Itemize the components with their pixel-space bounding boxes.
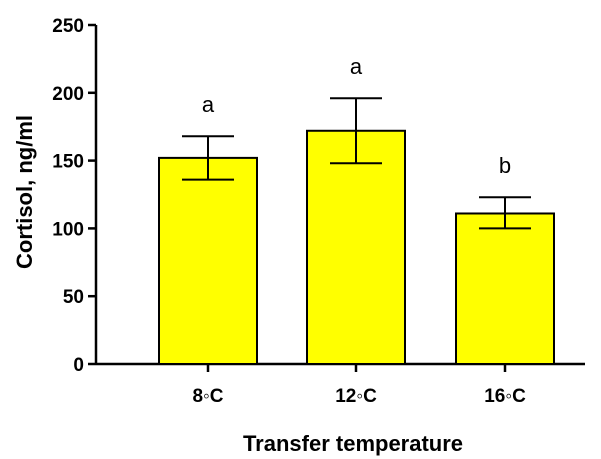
y-tick-label: 250 xyxy=(52,16,84,37)
y-tick-label: 50 xyxy=(63,287,84,308)
y-tick-label: 150 xyxy=(52,152,84,173)
error-bars xyxy=(182,97,531,230)
x-tick-label: 8◦C xyxy=(192,386,223,407)
y-tick-label: 0 xyxy=(73,355,84,376)
y-axis-title: Cortisol, ng/ml xyxy=(12,115,37,269)
y-tick-label: 100 xyxy=(52,219,84,240)
significance-label: a xyxy=(350,54,363,79)
error-bar xyxy=(330,97,382,165)
y-tick-label: 200 xyxy=(52,84,84,105)
bars xyxy=(158,129,555,365)
significance-label: a xyxy=(202,92,215,117)
x-axis-title: Transfer temperature xyxy=(243,431,463,456)
significance-labels: a a b xyxy=(202,54,511,178)
bar xyxy=(158,156,258,365)
error-bar xyxy=(182,135,234,181)
x-ticks: 8◦C 12◦C 16◦C xyxy=(192,364,526,407)
significance-label: b xyxy=(499,153,511,178)
bar xyxy=(455,212,555,365)
bar xyxy=(306,129,406,365)
y-ticks: 0 50 100 150 200 250 xyxy=(52,16,96,376)
x-tick-label: 12◦C xyxy=(335,386,377,407)
x-tick-label: 16◦C xyxy=(484,386,526,407)
error-bar xyxy=(479,196,531,230)
